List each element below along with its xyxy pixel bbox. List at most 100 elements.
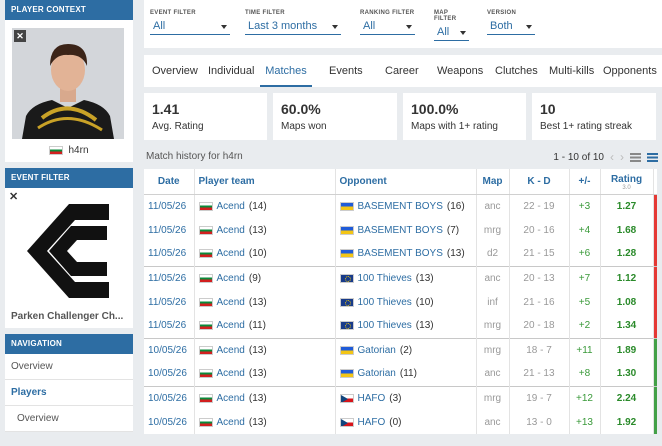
opponent-name[interactable]: HAFO [357,392,386,404]
opponent-cell[interactable]: 100 Thieves (13) [335,265,477,290]
opponent-name[interactable]: HAFO [357,416,386,428]
player-team-cell[interactable]: Acend (13) [194,362,336,386]
match-date[interactable]: 11/05/26 [144,218,195,242]
nav-players[interactable]: Players [5,380,133,406]
prev-page-icon[interactable]: ‹ [610,150,614,164]
nav-overview[interactable]: Overview [5,354,133,380]
tab-opponents[interactable]: Opponents [603,65,657,77]
opponent-cell[interactable]: Gatorian (2) [335,337,477,362]
tab-career[interactable]: Career [385,65,419,77]
map-filter-select[interactable]: All [434,24,469,41]
team-name[interactable]: Acend [216,224,245,236]
match-date[interactable]: 10/05/26 [144,385,195,410]
table-row[interactable]: 11/05/26 Acend (13) 100 Thieves (10) inf 21 - … [144,290,657,314]
time-filter[interactable]: TIME FILTER Last 3 months [245,10,341,35]
time-filter-select[interactable]: Last 3 months [245,18,341,35]
tab-clutches[interactable]: Clutches [495,65,538,77]
opponent-name[interactable]: BASEMENT BOYS [357,224,443,236]
match-date[interactable]: 10/05/26 [144,410,195,434]
opponent-name[interactable]: Gatorian [357,344,396,356]
table-row[interactable]: 11/05/26 Acend (14) BASEMENT BOYS (16) anc 22 … [144,193,657,218]
match-date[interactable]: 11/05/26 [144,314,195,338]
table-row[interactable]: 11/05/26 Acend (11) 100 Thieves (13) mrg 20 - … [144,314,657,338]
opponent-name[interactable]: 100 Thieves [357,320,412,332]
col-player-team[interactable]: Player team [194,169,336,195]
col-plus-minus[interactable]: +/- [569,169,601,195]
opponent-name[interactable]: BASEMENT BOYS [357,248,443,260]
compact-view-icon[interactable] [630,152,641,162]
plus-minus-cell: +4 [569,218,601,242]
player-team-cell[interactable]: Acend (13) [194,290,336,314]
opponent-cell[interactable]: HAFO (3) [335,385,477,410]
match-date[interactable]: 11/05/26 [144,265,195,290]
match-date[interactable]: 11/05/26 [144,290,195,314]
version-filter[interactable]: VERSION Both [487,10,535,35]
tab-overview[interactable]: Overview [152,65,198,77]
list-view-icon[interactable] [647,152,658,162]
team-name[interactable]: Acend [216,416,245,428]
match-date[interactable]: 11/05/26 [144,242,195,266]
remove-player-icon[interactable]: ✕ [14,30,26,42]
col-kd[interactable]: K - D [509,169,570,195]
event-filter[interactable]: EVENT FILTER All [150,10,230,35]
opponent-name[interactable]: 100 Thieves [357,272,412,284]
match-date[interactable]: 11/05/26 [144,193,195,218]
player-name[interactable]: h4rn [68,145,89,156]
player-team-cell[interactable]: Acend (14) [194,193,336,218]
player-team-cell[interactable]: Acend (10) [194,242,336,266]
col-opponent[interactable]: Opponent [335,169,477,195]
table-row[interactable]: 10/05/26 Acend (13) Gatorian (11) anc 21 - 13 +… [144,362,657,386]
col-rating[interactable]: Rating 3.0 [600,169,654,195]
table-row[interactable]: 11/05/26 Acend (10) BASEMENT BOYS (13) d2 21 -… [144,242,657,266]
player-team-cell[interactable]: Acend (13) [194,337,336,362]
opponent-cell[interactable]: 100 Thieves (13) [335,314,477,338]
table-row[interactable]: 11/05/26 Acend (13) BASEMENT BOYS (7) mrg 20 -… [144,218,657,242]
opponent-cell[interactable]: 100 Thieves (10) [335,290,477,314]
table-row[interactable]: 10/05/26 Acend (13) HAFO (3) mrg 19 - 7 +12 2.24 [144,385,657,410]
tab-weapons[interactable]: Weapons [437,65,484,77]
version-filter-select[interactable]: Both [487,18,535,35]
col-map[interactable]: Map [476,169,510,195]
team-name[interactable]: Acend [216,200,245,212]
tab-individual[interactable]: Individual [208,65,255,77]
player-team-cell[interactable]: Acend (9) [194,265,336,290]
player-context-title: PLAYER CONTEXT [5,0,133,20]
match-date[interactable]: 10/05/26 [144,337,195,362]
next-page-icon[interactable]: › [620,150,624,164]
opponent-cell[interactable]: BASEMENT BOYS (13) [335,242,477,266]
team-name[interactable]: Acend [216,392,245,404]
team-name[interactable]: Acend [216,344,245,356]
player-team-cell[interactable]: Acend (11) [194,314,336,338]
player-team-cell[interactable]: Acend (13) [194,410,336,434]
rating-cell: 1.34 [600,314,654,338]
opponent-name[interactable]: 100 Thieves [357,296,412,308]
team-name[interactable]: Acend [216,296,245,308]
team-name[interactable]: Acend [216,248,245,260]
ranking-filter-select[interactable]: All [360,18,415,35]
event-filter-select[interactable]: All [150,18,230,35]
team-name[interactable]: Acend [216,368,245,380]
team-name[interactable]: Acend [216,272,245,284]
table-row[interactable]: 11/05/26 Acend (9) 100 Thieves (13) anc 20 - 1… [144,265,657,290]
opponent-cell[interactable]: BASEMENT BOYS (7) [335,218,477,242]
tab-matches[interactable]: Matches [260,55,312,87]
opponent-cell[interactable]: HAFO (0) [335,410,477,434]
nav-players-overview[interactable]: Overview [5,406,133,432]
player-team-cell[interactable]: Acend (13) [194,385,336,410]
remove-event-icon[interactable]: ✕ [9,191,19,203]
table-row[interactable]: 10/05/26 Acend (13) Gatorian (2) mrg 18 - 7 +11… [144,337,657,362]
team-name[interactable]: Acend [216,320,245,332]
opponent-cell[interactable]: BASEMENT BOYS (16) [335,193,477,218]
history-bar: Match history for h4rn 1 - 10 of 10 ‹ › [144,147,662,167]
player-team-cell[interactable]: Acend (13) [194,218,336,242]
ranking-filter[interactable]: RANKING FILTER All [360,10,415,35]
map-filter[interactable]: MAP FILTER All [434,10,469,41]
col-date[interactable]: Date [144,169,195,195]
opponent-name[interactable]: Gatorian [357,368,396,380]
opponent-name[interactable]: BASEMENT BOYS [357,200,443,212]
tab-events[interactable]: Events [329,65,363,77]
opponent-cell[interactable]: Gatorian (11) [335,362,477,386]
tab-multi-kills[interactable]: Multi-kills [549,65,595,77]
table-row[interactable]: 10/05/26 Acend (13) HAFO (0) anc 13 - 0 +13 1.92 [144,410,657,434]
match-date[interactable]: 10/05/26 [144,362,195,386]
